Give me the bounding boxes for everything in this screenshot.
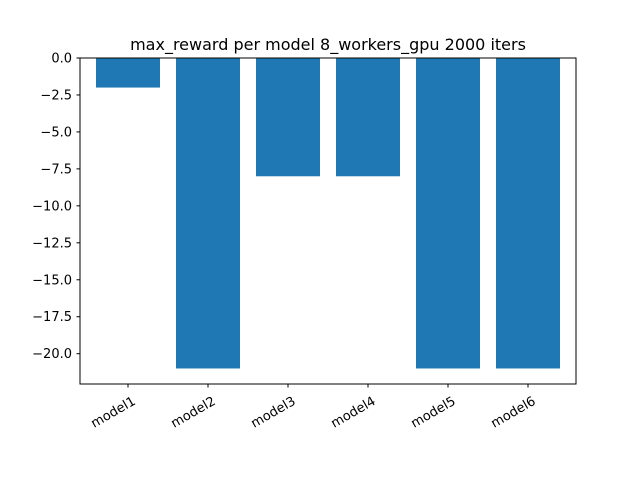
bar-model1 <box>96 58 160 88</box>
bar-model4 <box>336 58 400 177</box>
y-tick-label: −2.5 <box>40 88 72 103</box>
chart-title: max_reward per model 8_workers_gpu 2000 … <box>130 35 526 55</box>
y-tick-label: −12.5 <box>32 236 72 251</box>
y-tick-label: 0.0 <box>51 52 72 67</box>
plot-frame <box>79 57 577 385</box>
y-tick-label: −17.5 <box>32 310 72 325</box>
bar-model6 <box>496 58 560 369</box>
bar-model5 <box>416 58 480 369</box>
y-tick-label: −5.0 <box>40 125 72 140</box>
bar-model2 <box>176 58 240 369</box>
bar-model3 <box>256 58 320 177</box>
y-tick-label: −7.5 <box>40 162 72 177</box>
y-tick-label: −10.0 <box>32 199 72 214</box>
bars-group <box>96 58 560 369</box>
y-tick-label: −20.0 <box>32 347 72 362</box>
y-axis: 0.0 −2.5 −5.0 −7.5 −10.0 −12.5 −15.0 −17.5 −20.0 <box>32 52 80 362</box>
y-tick-label: −15.0 <box>32 273 72 288</box>
